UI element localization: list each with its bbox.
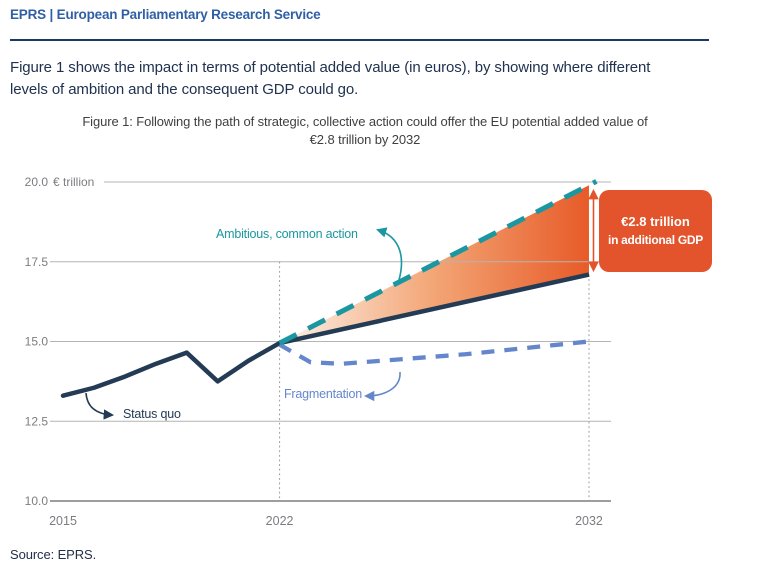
status-quo-label: Status quo (123, 407, 181, 421)
y-axis-unit-label: € trillion (53, 175, 94, 189)
fragmentation-line (278, 339, 590, 366)
fragmentation-label: Fragmentation (284, 387, 362, 401)
intro-paragraph: Figure 1 shows the impact in terms of po… (10, 57, 740, 101)
x-tick-label-2015: 2015 (49, 514, 77, 528)
status-quo-historical-line (60, 340, 282, 398)
y-tick-label: 20.0 (25, 175, 49, 189)
figure-title-line-1: Figure 1: Following the path of strategi… (82, 114, 648, 129)
eprs-header-title: EPRS | European Parliamentary Research S… (10, 7, 321, 22)
header-divider (10, 39, 709, 41)
figure-title-line-2: €2.8 trillion by 2032 (309, 132, 421, 147)
figure-title: Figure 1: Following the path of strategi… (10, 113, 720, 149)
y-tick-label: 15.0 (25, 335, 49, 349)
intro-line-1: Figure 1 shows the impact in terms of po… (10, 59, 651, 76)
gap-box-line-2: in additional GDP (608, 233, 703, 247)
intro-line-2: levels of ambition and the consequent GD… (10, 81, 359, 98)
y-tick-label: 12.5 (25, 414, 49, 428)
y-tick-label: 17.5 (25, 255, 49, 269)
source-note: Source: EPRS. (10, 547, 97, 562)
y-tick-label: 10.0 (25, 494, 49, 508)
ambitious-arrow (376, 227, 403, 281)
gap-box-line-1: €2.8 trillion (621, 214, 690, 229)
ambitious-common-action-line (278, 179, 598, 346)
gap-callout-box (599, 190, 712, 272)
gdp-projection-chart: 20.0 17.5 15.0 12.5 10.0 € trillion 2015 2022 20… (0, 160, 757, 545)
chart-canvas: 20.0 17.5 15.0 12.5 10.0 € trillion 2015 2022 20… (25, 175, 712, 528)
x-tick-label-2032: 2032 (575, 514, 603, 528)
fragmentation-arrow (363, 371, 401, 402)
ambitious-label: Ambitious, common action (216, 227, 358, 241)
status-quo-projection-line (279, 272, 590, 346)
status-quo-arrow (85, 392, 115, 420)
x-tick-label-2022: 2022 (266, 514, 294, 528)
